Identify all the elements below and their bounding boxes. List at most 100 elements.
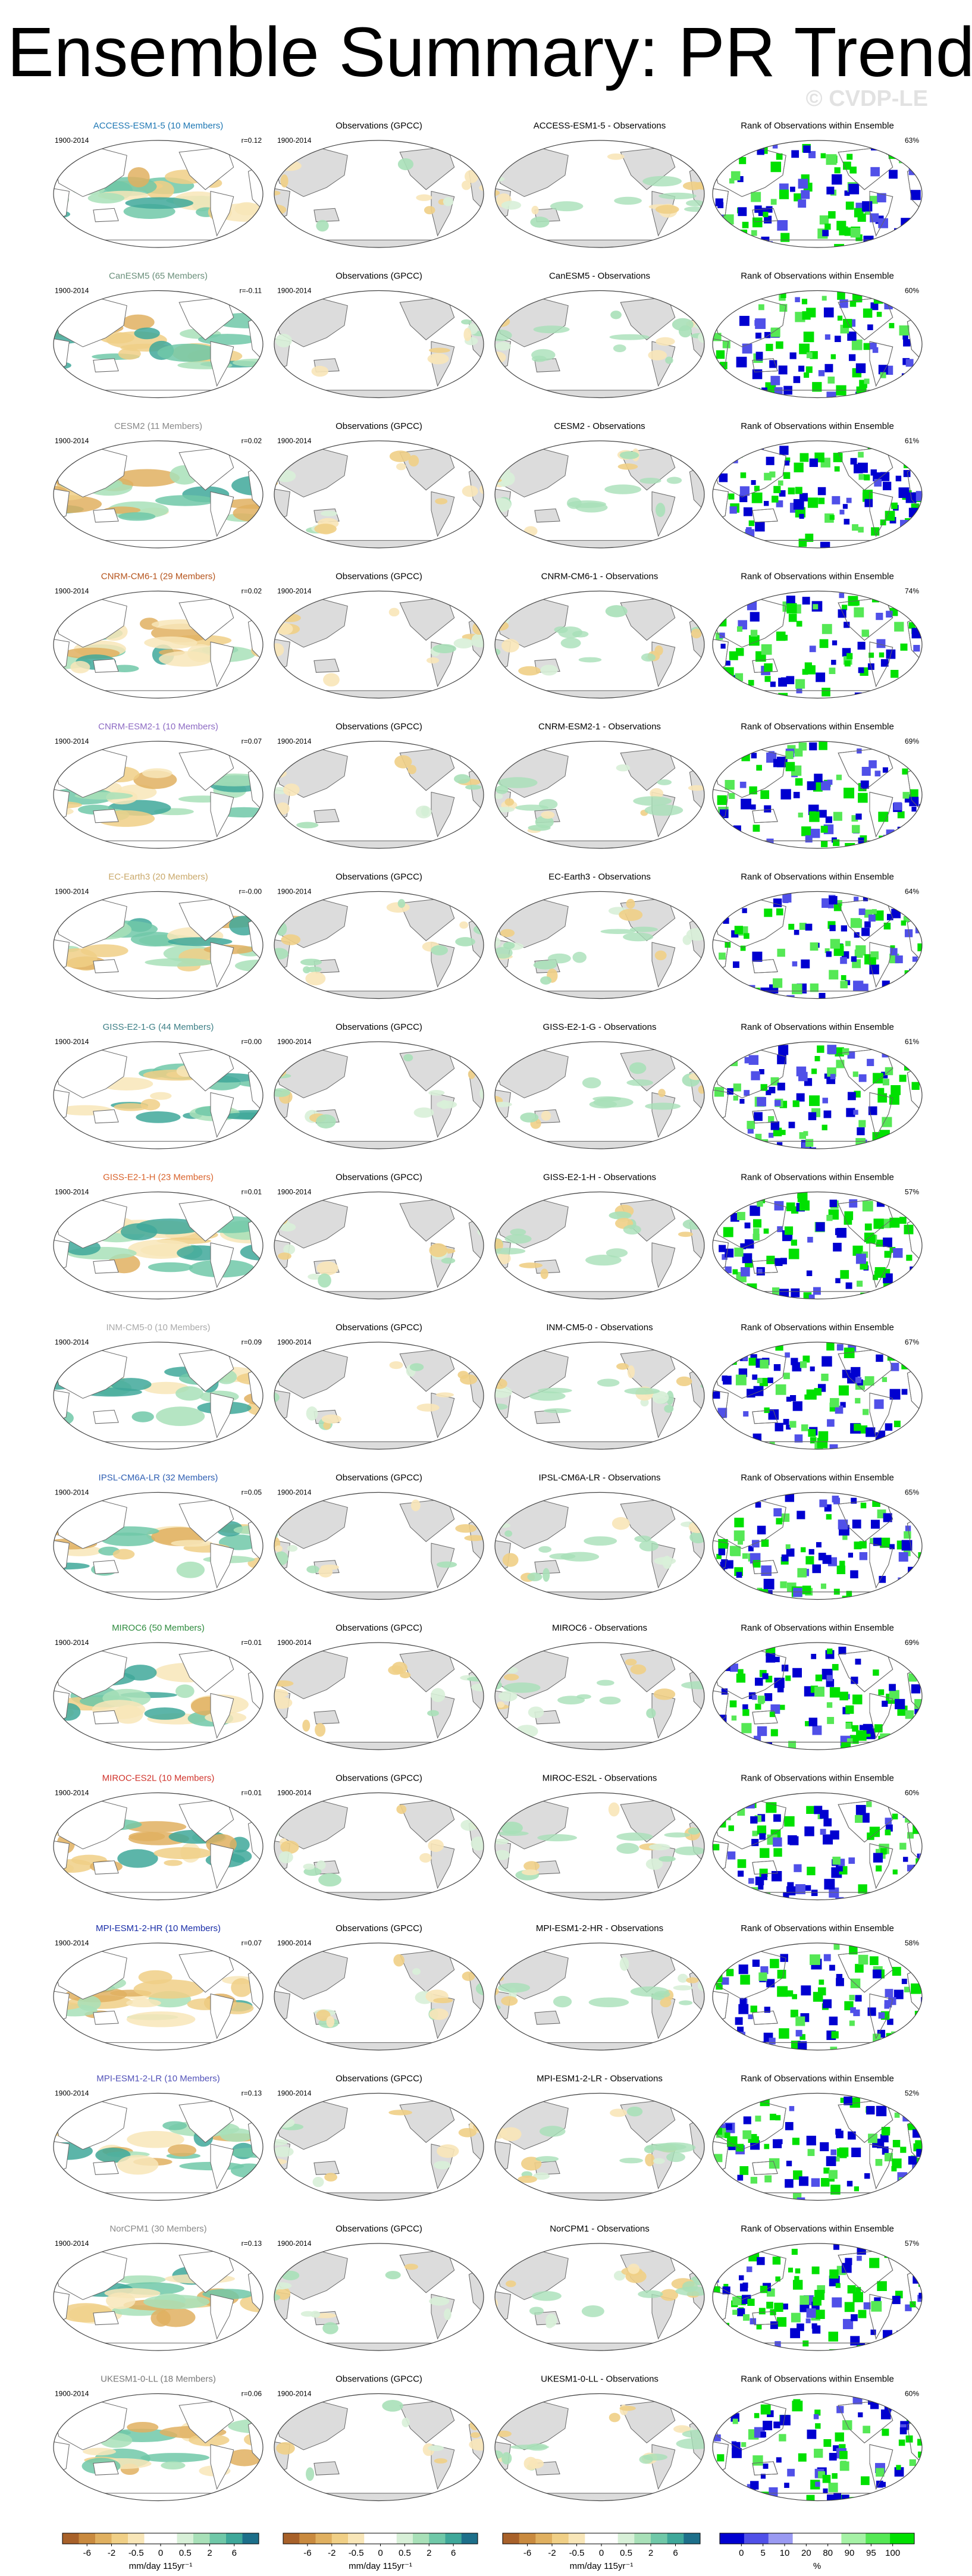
land <box>733 2192 901 2201</box>
rank-cell <box>748 1055 759 1065</box>
rank-cell <box>780 1954 788 1962</box>
rank-cell <box>880 1848 887 1855</box>
trend-patch <box>523 1861 540 1871</box>
rank-cell <box>870 342 877 350</box>
rank-cell <box>748 635 760 646</box>
trend-patch <box>407 764 417 775</box>
trend-patch <box>624 1387 660 1395</box>
diff-title: ACCESS-ESM1-5 - Observations <box>534 121 666 131</box>
colorbar-tick-label: 6 <box>451 2548 456 2558</box>
obs-title: Observations (GPCC) <box>336 421 422 431</box>
colorbar-tick-label: -6 <box>303 2548 311 2558</box>
rank-cell <box>876 1865 882 1872</box>
rank-cell <box>887 1351 897 1361</box>
map-border <box>53 1491 264 1600</box>
trend-patch <box>581 2305 604 2317</box>
land <box>431 1693 455 1739</box>
rank-cell <box>901 1389 908 1395</box>
rank-cell <box>793 792 800 798</box>
trend-patch <box>495 1102 512 1107</box>
rank-cell <box>917 2482 922 2491</box>
diff-title: CNRM-CM6-1 - Observations <box>541 572 659 582</box>
rank-cell <box>806 2308 816 2318</box>
rank-cell <box>797 1510 805 1519</box>
colorbar-swatch <box>601 2533 619 2544</box>
trend-patch <box>619 2405 636 2411</box>
rank-cell <box>777 1055 787 1064</box>
rank-cell <box>877 1748 886 1750</box>
rank-cell <box>873 691 883 698</box>
trend-patch <box>518 2175 537 2183</box>
map-border <box>53 1642 264 1750</box>
colorbar-swatch <box>720 2533 745 2544</box>
rank-cell <box>770 1958 779 1969</box>
trend-patch <box>465 785 482 790</box>
rank-cell <box>878 811 889 822</box>
rank-cell <box>810 983 819 992</box>
rank-cell <box>884 1251 892 1258</box>
rank-cell <box>909 797 919 807</box>
rank-cell <box>791 2312 801 2323</box>
rank-cell <box>804 372 810 378</box>
rank-cell <box>894 1502 899 1508</box>
trend-patch <box>607 153 625 160</box>
rank-cell <box>741 2442 747 2447</box>
rank-cell <box>909 2261 915 2268</box>
rank-cell <box>864 1376 874 1386</box>
rank-cell <box>899 1842 907 1850</box>
rank-cell <box>823 2439 832 2447</box>
rank-cell <box>781 1665 789 1672</box>
rank-cell <box>840 2098 846 2103</box>
rank-cell <box>901 1203 911 1213</box>
rank-cell <box>722 612 728 618</box>
rank-cell <box>726 679 732 685</box>
rank-cell <box>723 832 729 837</box>
rank-cell <box>829 2453 837 2461</box>
model-label: EC-Earth3 (20 Members) <box>108 872 208 882</box>
map-border <box>53 1942 264 2051</box>
land <box>516 1291 683 1299</box>
trend-patch <box>678 2000 693 2005</box>
rank-cell <box>791 1239 797 1246</box>
coastline <box>713 1650 786 1700</box>
rank-cell <box>733 145 742 154</box>
trend-patch <box>389 1361 403 1370</box>
rank-cell <box>766 206 773 213</box>
rank-cell <box>839 2450 848 2459</box>
colorbar-swatch <box>62 2533 79 2544</box>
map-border <box>274 1041 484 1149</box>
map <box>54 140 263 247</box>
trend-patch <box>501 1822 523 1835</box>
rank-cell <box>802 1585 811 1594</box>
rank-cell <box>779 490 786 497</box>
trend-patch <box>644 804 683 816</box>
rank-cell <box>916 1890 922 1900</box>
trend-patch <box>648 1844 670 1851</box>
trend-patch <box>495 2005 501 2010</box>
rank-cell <box>803 331 814 343</box>
rank-cell <box>757 1377 763 1383</box>
map-border <box>494 891 705 999</box>
trend-patch <box>316 220 329 232</box>
rank-cell <box>754 2413 760 2418</box>
trend-patch <box>479 184 484 192</box>
land <box>295 390 463 398</box>
trend-patch <box>318 1273 331 1288</box>
rank-cell <box>882 1700 888 1707</box>
rank-cell <box>886 610 893 618</box>
colorbar-swatch <box>461 2533 478 2544</box>
land <box>534 1560 560 1574</box>
rank-cell <box>805 1139 814 1147</box>
rank-cell <box>826 1675 833 1681</box>
model-label: MPI-ESM1-2-HR (10 Members) <box>96 1923 221 1933</box>
map-border <box>712 440 923 549</box>
rank-cell <box>854 932 860 938</box>
rank-cell <box>914 1266 922 1276</box>
rank-percent: 69% <box>905 1638 919 1647</box>
rank-cell <box>834 167 841 174</box>
trend-patch <box>283 1244 296 1255</box>
trend-patch <box>639 1540 659 1552</box>
rank-cell <box>907 2476 915 2484</box>
rank-cell <box>714 2326 721 2333</box>
rank-cell <box>859 1425 868 1434</box>
